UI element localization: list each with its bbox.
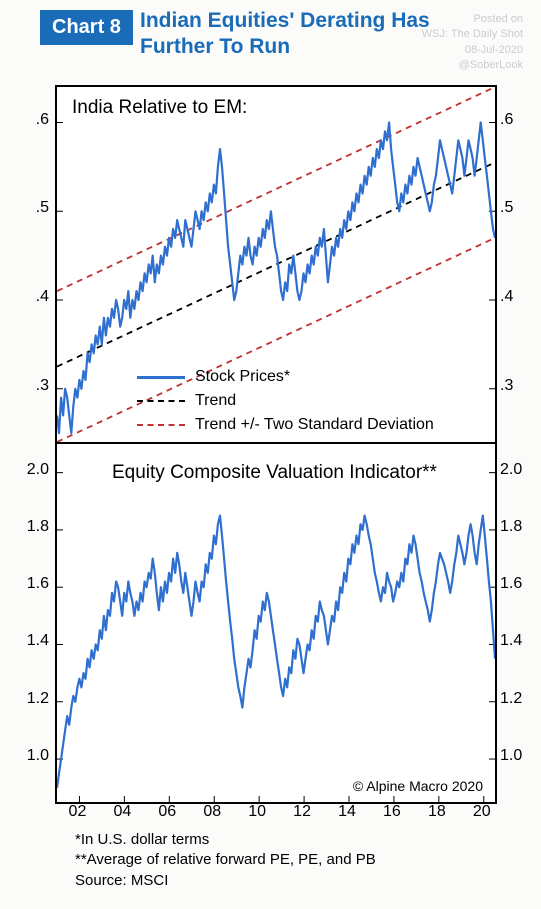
xtick-label: 20 <box>473 803 491 821</box>
legend-swatch-band <box>137 424 185 426</box>
xtick-label: 18 <box>428 803 446 821</box>
ytick-label: .3 <box>9 377 49 395</box>
xtick-label: 02 <box>69 803 87 821</box>
ytick-label: .6 <box>500 111 540 129</box>
ytick-label: .4 <box>500 288 540 306</box>
panel2-subtitle: Equity Composite Valuation Indicator** <box>112 462 437 484</box>
legend-row-band: Trend +/- Two Standard Deviation <box>137 413 434 437</box>
plot-frame: India Relative to EM: Stock Prices* Tren… <box>55 85 497 804</box>
legend-swatch-stock <box>137 376 185 379</box>
xtick-label: 16 <box>383 803 401 821</box>
legend-label-band: Trend +/- Two Standard Deviation <box>195 413 434 437</box>
panel1-subtitle: India Relative to EM: <box>72 97 247 119</box>
ytick-label: .3 <box>500 377 540 395</box>
watermark-line: Posted on <box>422 12 523 27</box>
footnotes: *In U.S. dollar terms **Average of relat… <box>75 830 376 891</box>
legend-label-trend: Trend <box>195 389 236 413</box>
ytick-label: 2.0 <box>9 461 49 479</box>
footnote-3: Source: MSCI <box>75 871 376 891</box>
panel-bottom: Equity Composite Valuation Indicator** ©… <box>57 444 495 802</box>
legend-label-stock: Stock Prices* <box>195 365 290 389</box>
ytick-label: 2.0 <box>500 461 540 479</box>
ytick-label: 1.0 <box>9 747 49 765</box>
ytick-label: 1.6 <box>9 575 49 593</box>
chart-header: Chart 8 Indian Equities' Derating Has Fu… <box>0 0 541 80</box>
xtick-label: 04 <box>113 803 131 821</box>
panel-top: India Relative to EM: Stock Prices* Tren… <box>57 87 495 444</box>
legend-row-stock: Stock Prices* <box>137 365 434 389</box>
panel2-svg <box>57 444 495 802</box>
xtick-label: 14 <box>338 803 356 821</box>
watermark: Posted on WSJ: The Daily Shot 08-Jul-202… <box>422 12 523 74</box>
ytick-label: 1.8 <box>9 518 49 536</box>
watermark-line: @SoberLook <box>422 58 523 73</box>
footnote-1: *In U.S. dollar terms <box>75 830 376 850</box>
xtick-label: 08 <box>203 803 221 821</box>
footnote-2: **Average of relative forward PE, PE, an… <box>75 850 376 870</box>
ytick-label: 1.4 <box>500 632 540 650</box>
ytick-label: .4 <box>9 288 49 306</box>
xtick-label: 12 <box>293 803 311 821</box>
ytick-label: 1.2 <box>9 690 49 708</box>
chart-number-badge: Chart 8 <box>40 10 133 45</box>
legend-row-trend: Trend <box>137 389 434 413</box>
ytick-label: .6 <box>9 111 49 129</box>
ytick-label: 1.2 <box>500 690 540 708</box>
watermark-line: WSJ: The Daily Shot <box>422 27 523 42</box>
ytick-label: 1.4 <box>9 632 49 650</box>
ytick-label: .5 <box>500 199 540 217</box>
ytick-label: 1.8 <box>500 518 540 536</box>
xtick-label: 06 <box>158 803 176 821</box>
copyright-text: © Alpine Macro 2020 <box>353 778 483 794</box>
ytick-label: 1.0 <box>500 747 540 765</box>
ytick-label: 1.6 <box>500 575 540 593</box>
watermark-line: 08-Jul-2020 <box>422 43 523 58</box>
ytick-label: .5 <box>9 199 49 217</box>
chart-container: Chart 8 Indian Equities' Derating Has Fu… <box>0 0 541 909</box>
legend-swatch-trend <box>137 400 185 402</box>
xtick-label: 10 <box>248 803 266 821</box>
legend: Stock Prices* Trend Trend +/- Two Standa… <box>137 365 434 437</box>
